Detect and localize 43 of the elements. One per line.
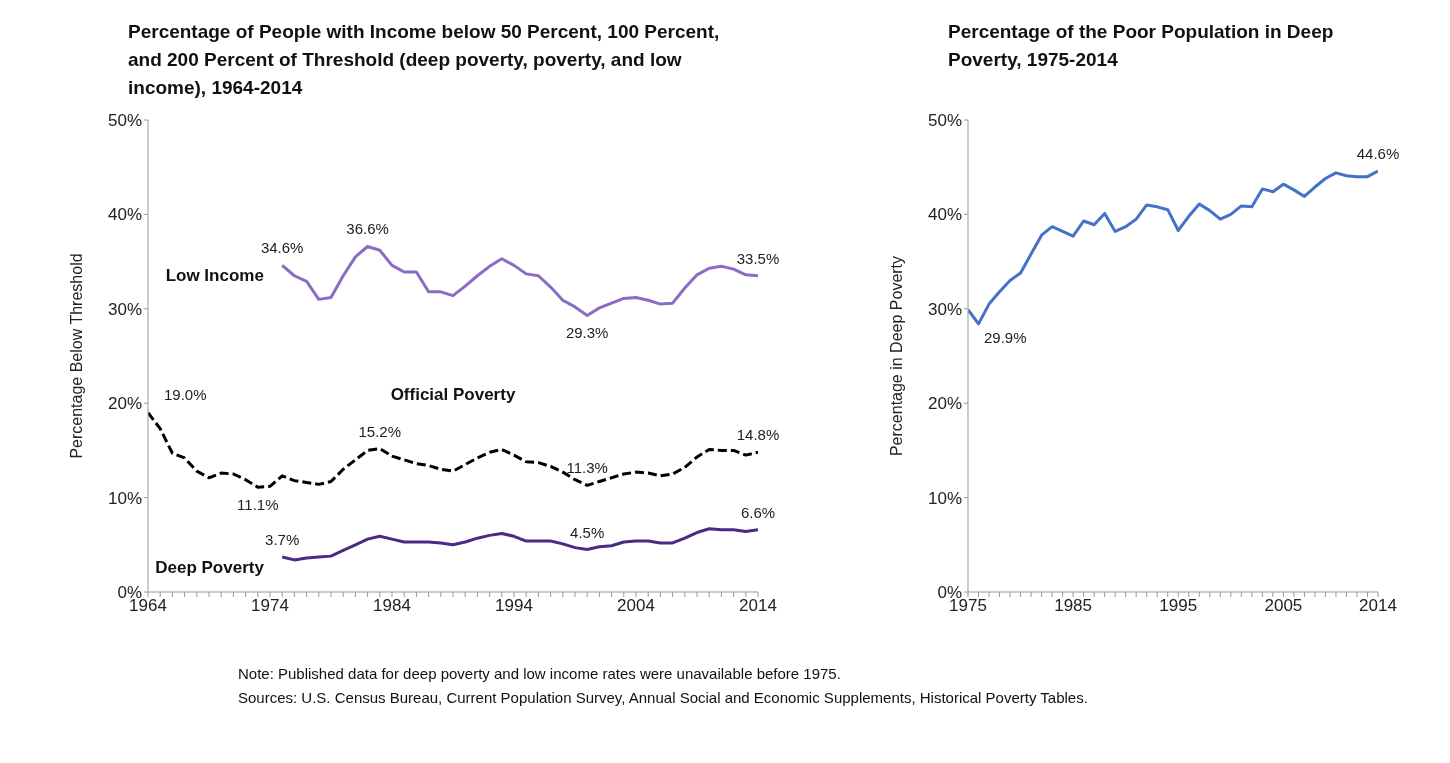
source-note: Sources: U.S. Census Bureau, Current Population Survey, Annual Social and Economic Supplements, Historical Poverty Tables.	[238, 688, 1089, 708]
y-tick-label: 40%	[107, 205, 142, 225]
x-tick-label: 2014	[739, 596, 777, 616]
y-tick-label: 30%	[927, 299, 962, 319]
annotation: 4.5%	[570, 523, 605, 541]
annotation: 36.6%	[346, 220, 389, 238]
annotation: 14.8%	[736, 426, 780, 444]
x-tick-label: 2004	[617, 596, 655, 616]
x-tick-label: 2014	[1359, 596, 1397, 616]
x-tick-label: 2005	[1264, 596, 1303, 616]
series-label: Low Income	[165, 265, 264, 285]
annotation: 11.1%	[237, 495, 279, 513]
text: Note: Published data for deep poverty and low income rates were unavailable before 1975.	[238, 664, 842, 684]
annotation: 34.6%	[260, 239, 304, 257]
y-tick-label: 10%	[927, 488, 962, 508]
annotation: 15.2%	[358, 422, 402, 440]
y-tick-label: 20%	[107, 394, 142, 414]
y-axis-title: Percentage in Deep Poverty	[887, 255, 905, 457]
annotation: 33.5%	[736, 249, 780, 267]
y-tick-label: 20%	[927, 394, 962, 414]
annotation: 3.7%	[265, 531, 300, 549]
y-tick-label: 40%	[927, 205, 962, 225]
chart-title: Percentage of the Poor Population in Deep Poverty, 1975-2014	[948, 20, 1335, 72]
annotation: 44.6%	[1356, 144, 1400, 162]
x-tick-label: 1994	[495, 596, 533, 616]
y-axis-title: Percentage Below Threshold	[67, 253, 85, 459]
x-tick-label: 1985	[1054, 596, 1093, 616]
annotation: 11.3%	[566, 459, 608, 477]
y-tick-label: 50%	[107, 111, 142, 131]
annotation: 6.6%	[740, 503, 776, 521]
y-tick-label: 10%	[107, 488, 142, 508]
annotation: 29.3%	[565, 324, 609, 342]
text: Official Poverty	[390, 384, 516, 404]
chart-title: Percentage of People with Income below 50 Percent, 100 Percent, and 200 Percent of Threshold (deep poverty, poverty, and low income), 1964-2014	[128, 20, 721, 100]
x-tick-label: 1984	[373, 596, 411, 616]
annotation: 29.9%	[984, 329, 1027, 347]
line-series	[968, 169, 1378, 326]
x-tick-label: 1974	[251, 596, 289, 616]
series-label: Deep Poverty	[155, 557, 265, 577]
y-tick-label: 50%	[927, 111, 962, 131]
y-tick-label: 30%	[107, 299, 142, 319]
annotation: 19.0%	[164, 385, 207, 403]
x-tick-label: 1995	[1159, 596, 1198, 616]
